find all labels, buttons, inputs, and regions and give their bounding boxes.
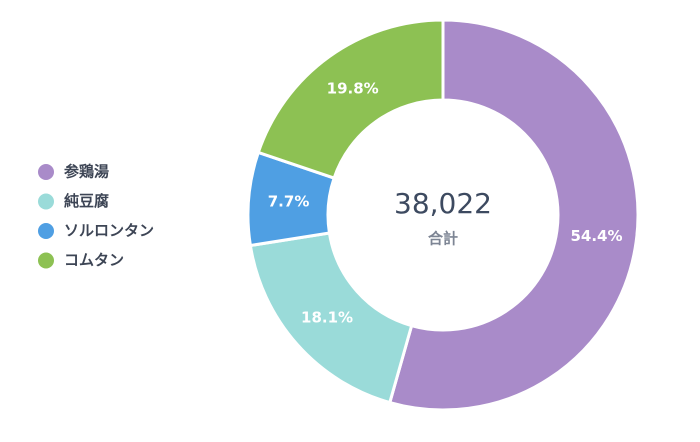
donut-slice xyxy=(387,18,640,412)
legend-label: コムタン xyxy=(64,251,124,269)
value-label: 19.8% xyxy=(327,80,379,98)
legend-label: 純豆腐 xyxy=(64,192,109,210)
legend-label: 参鶏湯 xyxy=(64,163,109,181)
center-label: 合計 xyxy=(427,230,458,248)
value-label: 18.1% xyxy=(301,308,353,326)
donut-slice xyxy=(256,18,445,180)
legend-label: ソルロンタン xyxy=(64,222,154,240)
value-label: 54.4% xyxy=(570,227,622,245)
legend-swatch xyxy=(38,223,54,239)
legend-swatch xyxy=(38,193,54,210)
value-label: 7.7% xyxy=(268,192,310,210)
legend-swatch xyxy=(38,164,54,180)
donut-slice xyxy=(248,231,414,405)
legend-swatch xyxy=(38,252,54,269)
center-total: 38,022 xyxy=(394,187,492,220)
